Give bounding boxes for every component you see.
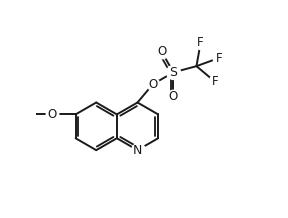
Text: O: O bbox=[148, 78, 158, 91]
Text: N: N bbox=[133, 144, 142, 157]
Text: F: F bbox=[215, 51, 222, 65]
Text: O: O bbox=[157, 45, 166, 58]
Text: S: S bbox=[169, 66, 177, 79]
Text: O: O bbox=[47, 108, 56, 121]
Text: O: O bbox=[169, 90, 178, 103]
Text: F: F bbox=[211, 75, 218, 88]
Text: F: F bbox=[197, 36, 204, 49]
